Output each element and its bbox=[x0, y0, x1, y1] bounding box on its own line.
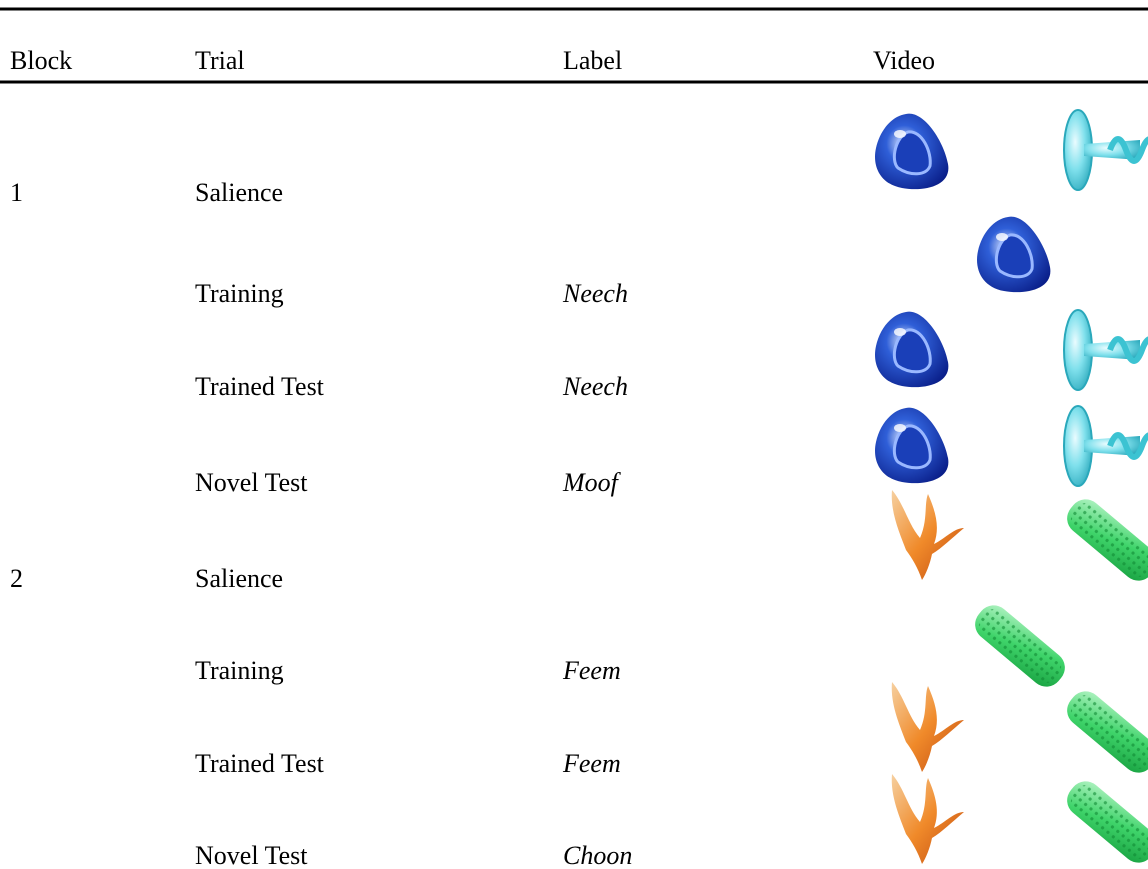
stimulus-image bbox=[1064, 406, 1148, 486]
trial-cell: Trained Test bbox=[195, 749, 325, 778]
stimulus-image bbox=[891, 774, 964, 864]
stimulus-image bbox=[1060, 684, 1148, 780]
stimulus-image bbox=[968, 598, 1072, 694]
table-body: 1 Salience Training Neech Trained Test Neech N… bbox=[10, 178, 632, 869]
column-header: Trial bbox=[195, 46, 245, 75]
label-cell: Moof bbox=[562, 468, 622, 497]
stimulus-image bbox=[873, 112, 950, 191]
trial-cell: Novel Test bbox=[195, 468, 308, 497]
trial-cell: Training bbox=[195, 656, 284, 685]
trial-cell: Novel Test bbox=[195, 841, 308, 869]
trial-cell: Trained Test bbox=[195, 372, 325, 401]
stimulus-image bbox=[891, 682, 964, 772]
label-cell: Choon bbox=[563, 841, 632, 869]
label-cell: Neech bbox=[562, 372, 628, 401]
stimulus-image bbox=[975, 215, 1052, 294]
stimulus-image bbox=[873, 310, 950, 389]
stimulus-image bbox=[873, 406, 950, 485]
column-header: Video bbox=[873, 46, 935, 75]
trial-cell: Salience bbox=[195, 178, 283, 207]
column-header: Label bbox=[563, 46, 622, 75]
label-cell: Feem bbox=[562, 749, 621, 778]
stimulus-image bbox=[1060, 774, 1148, 869]
column-header: Block bbox=[10, 46, 72, 75]
trial-cell: Training bbox=[195, 279, 284, 308]
video-stimuli bbox=[873, 110, 1148, 869]
trial-cell: Salience bbox=[195, 564, 283, 593]
block-cell: 1 bbox=[10, 178, 23, 207]
stimulus-image bbox=[1060, 492, 1148, 588]
block-cell: 2 bbox=[10, 564, 23, 593]
label-cell: Feem bbox=[562, 656, 621, 685]
stimulus-image bbox=[1064, 110, 1148, 190]
stimulus-image bbox=[1064, 310, 1148, 390]
stimulus-image bbox=[891, 490, 964, 580]
label-cell: Neech bbox=[562, 279, 628, 308]
